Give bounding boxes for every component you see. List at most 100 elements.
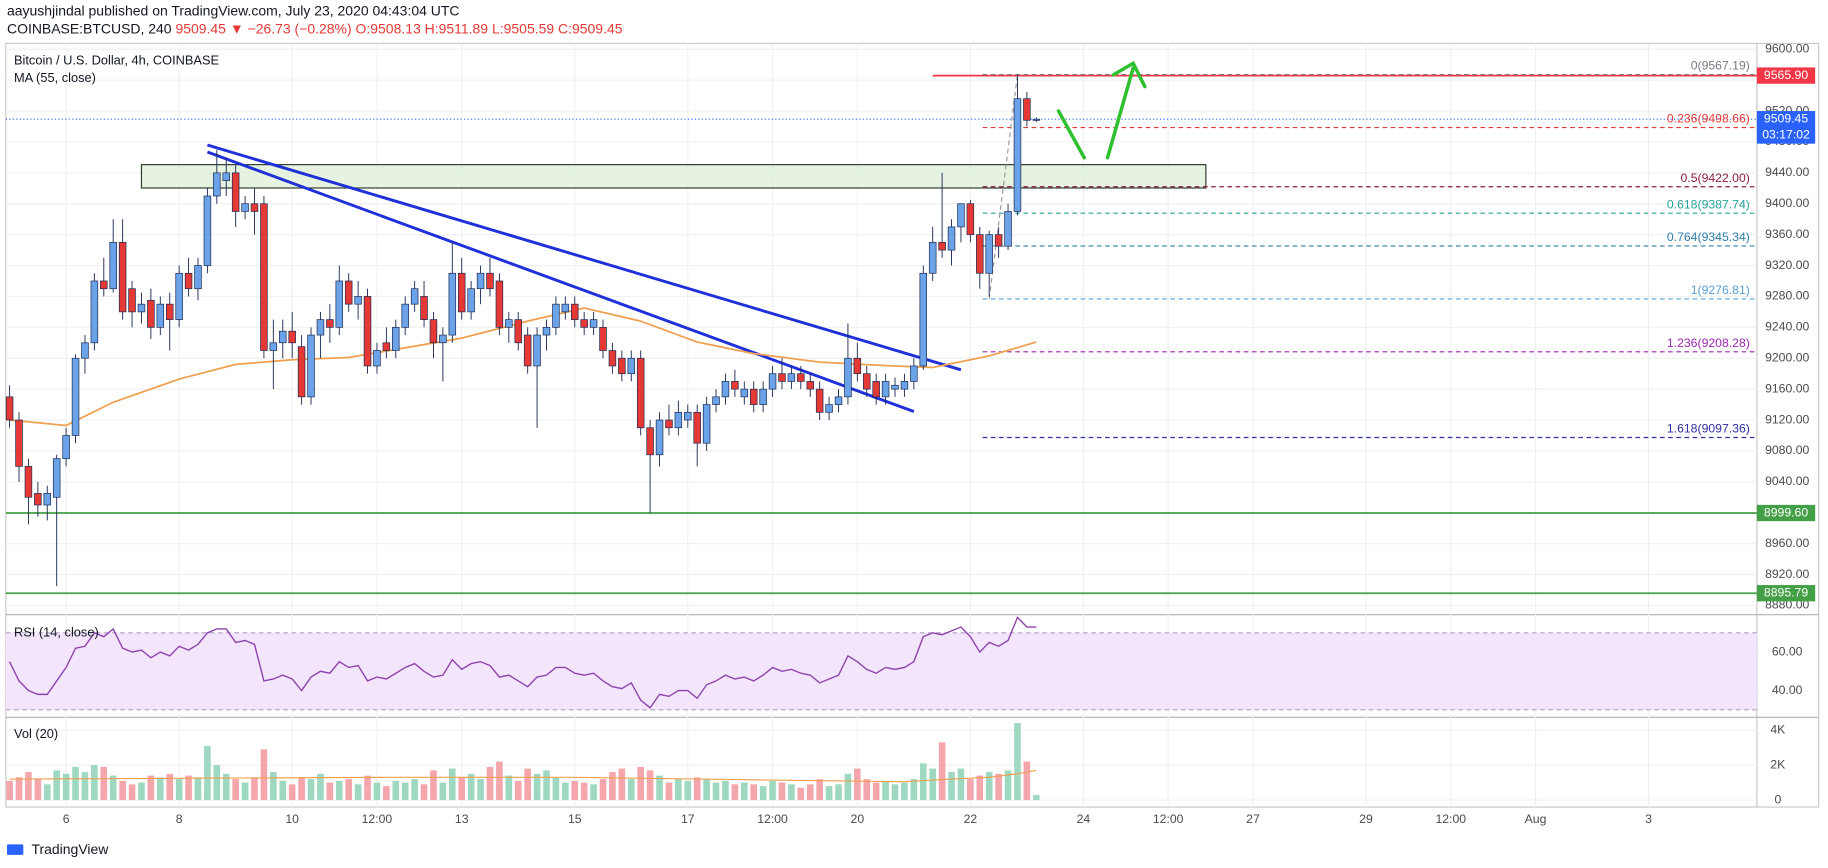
candle-body <box>137 303 146 313</box>
volume-bar <box>449 768 456 801</box>
volume-bar <box>401 782 409 801</box>
candle-body <box>618 357 626 375</box>
volume-bar <box>53 770 60 801</box>
candle-body <box>457 272 466 313</box>
volume-bar <box>175 779 183 801</box>
volume-bar <box>910 779 918 801</box>
logo-mark <box>6 844 24 855</box>
volume-bar <box>627 779 635 801</box>
volume-bar <box>251 777 258 801</box>
candle-body <box>326 319 334 328</box>
candle-body <box>269 342 278 351</box>
volume-bar <box>703 779 710 801</box>
volume-bar <box>618 768 626 801</box>
x-tick-label: 20 <box>851 812 865 826</box>
candle-body <box>891 384 899 390</box>
candle-body <box>222 172 230 181</box>
volume-bar <box>420 784 428 801</box>
volume-bar <box>119 780 126 801</box>
candle-body <box>260 203 268 351</box>
volume-bar <box>91 765 98 801</box>
volume-bar <box>599 779 607 801</box>
volume-bar <box>938 742 946 801</box>
volume-bar <box>147 775 155 801</box>
price-tag-label: 9565.90 <box>1764 68 1808 82</box>
candle-body <box>43 493 52 506</box>
candle-body <box>731 381 739 390</box>
volume-bar <box>486 766 494 801</box>
candle-body <box>872 381 880 398</box>
rsi-legend: RSI (14, close) <box>14 625 99 640</box>
vol-tick-label: 0 <box>1774 792 1781 806</box>
volume-ma <box>9 769 1037 783</box>
y-tick-label: 9600.00 <box>1765 41 1809 55</box>
volume-bar <box>128 784 136 801</box>
price-tag-label: 8999.60 <box>1764 505 1808 519</box>
volume-bar <box>477 779 484 801</box>
candle-body <box>608 350 617 367</box>
countdown: 03:17:02 <box>1762 128 1810 142</box>
volume-bar <box>693 777 701 801</box>
y-tick-label: 9120.00 <box>1765 412 1809 426</box>
candle-body <box>947 226 956 251</box>
frame <box>5 42 1820 808</box>
volume-bar <box>43 784 51 801</box>
candle-body <box>966 203 975 235</box>
candle-body <box>203 195 212 266</box>
volume-bar <box>232 779 239 801</box>
volume-bar <box>288 784 296 801</box>
candle-body <box>344 280 353 305</box>
volume-bar <box>844 773 852 801</box>
vol-tick-label: 4K <box>1770 722 1786 736</box>
volume-bar <box>731 784 739 801</box>
publish-line: aayushjindal published on TradingView.co… <box>7 3 459 19</box>
volume-bar <box>439 782 447 801</box>
chart-title: Bitcoin / U.S. Dollar, 4h, COINBASE <box>14 52 219 67</box>
candle-body <box>250 203 259 212</box>
candle-body <box>844 357 852 398</box>
volume-bar <box>995 773 1002 801</box>
volume-bar <box>562 782 569 801</box>
candle-body <box>1013 98 1022 212</box>
candle-body <box>373 350 381 367</box>
arrow-down <box>1056 109 1086 160</box>
volume-bar <box>383 786 390 801</box>
fib-label: 1.618(9097.36) <box>1667 422 1750 436</box>
candle-body <box>571 303 579 320</box>
x-tick-label: 27 <box>1246 812 1260 826</box>
price-tag <box>1756 67 1816 84</box>
volume-bar <box>854 768 861 801</box>
x-tick-label: 12:00 <box>1153 812 1184 826</box>
candle-body <box>627 357 636 375</box>
candle-body <box>420 296 428 320</box>
volume-bar <box>543 770 550 801</box>
volume-bar <box>307 779 315 801</box>
candle-body <box>505 319 513 328</box>
y-tick-label: 9200.00 <box>1765 350 1809 364</box>
rsi-line <box>8 616 1037 709</box>
y-tick-label: 9360.00 <box>1765 227 1809 241</box>
close: C:9509.45 <box>558 20 623 36</box>
logo: TradingView <box>6 841 109 857</box>
volume-bar <box>580 782 588 801</box>
candle-body <box>702 404 711 444</box>
volume-bar <box>411 779 418 801</box>
volume-bar <box>825 786 833 801</box>
volume-bar <box>1023 761 1031 801</box>
volume-bar <box>298 777 305 801</box>
candle-body <box>712 396 720 405</box>
candle-body <box>401 303 409 328</box>
candle-body <box>15 419 23 467</box>
volume-bar <box>919 763 927 801</box>
volume-bar <box>788 784 795 801</box>
volume-bar <box>637 766 644 801</box>
volume-bar <box>194 777 202 801</box>
volume-bar <box>467 773 475 801</box>
volume-bar <box>62 773 70 801</box>
volume-bar <box>929 768 936 801</box>
candle-body <box>994 234 1003 247</box>
volume-bar <box>260 749 268 801</box>
volume-bar <box>750 784 758 801</box>
